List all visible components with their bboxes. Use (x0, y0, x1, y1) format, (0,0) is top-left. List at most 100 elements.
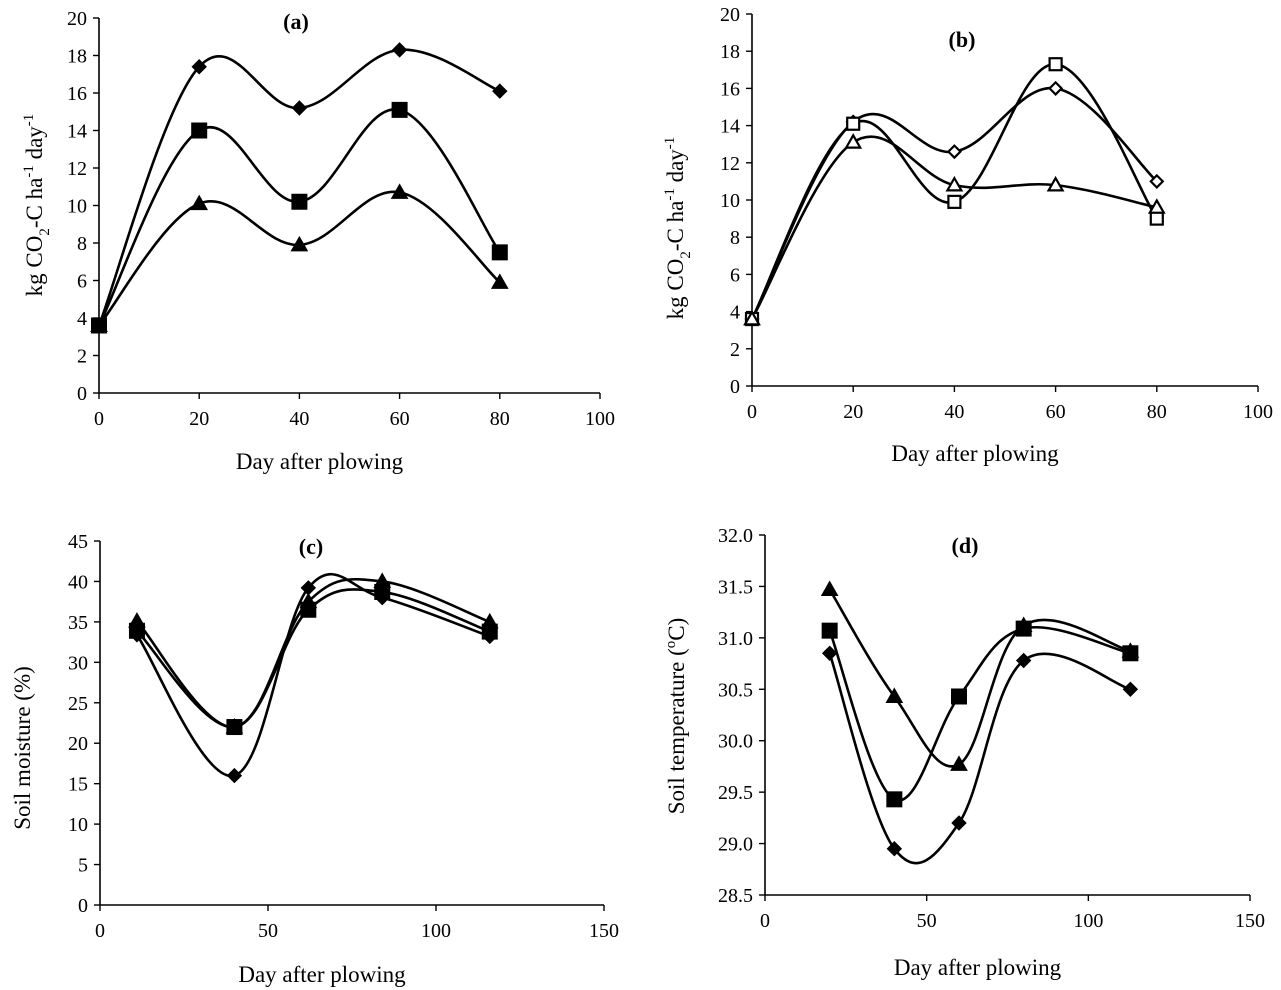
data-point-diamond (1015, 652, 1032, 669)
x-tick-label: 20 (189, 408, 209, 430)
y-tick-label: 14 (720, 116, 740, 138)
data-point-triangle (1014, 616, 1033, 633)
series-line-diamond (97, 48, 501, 326)
x-tick-label: 40 (944, 401, 964, 423)
data-point-triangle (225, 718, 244, 734)
y-tick-label: 8 (77, 233, 87, 255)
y-tick-label: 30 (68, 652, 88, 674)
x-tick-label: 0 (747, 401, 757, 423)
y-axis-label: kg CO2-C ha-1 day-1 (662, 137, 694, 320)
y-tick-label: 20 (67, 8, 87, 30)
x-axis-label: Day after plowing (238, 962, 406, 987)
data-point-diamond (492, 83, 508, 99)
x-tick-label: 80 (490, 408, 510, 430)
panel-title: (a) (283, 9, 309, 34)
y-tick-label: 4 (77, 308, 87, 330)
chart-panel-d: 28.5 29.0 29.5 30.0 30.5 31.0 31.5 32.0 0 50 100 15… (663, 525, 1265, 980)
panel-title: (c) (299, 534, 323, 559)
data-point-diamond (1122, 681, 1139, 697)
x-axis-label: Day after plowing (891, 441, 1059, 466)
data-point-square (1048, 57, 1063, 72)
y-tick-label: 2 (730, 339, 740, 361)
y-tick-label: 14 (67, 121, 87, 143)
x-axis-label: Day after plowing (894, 955, 1062, 980)
y-tick-label: 18 (67, 46, 87, 68)
x-tick-label: 60 (390, 408, 410, 430)
x-tick-label: 0 (95, 920, 105, 942)
series-line-triangle (97, 190, 501, 327)
y-tick-label: 6 (730, 264, 740, 286)
x-tick-label: 0 (94, 408, 104, 430)
data-point-triangle (128, 612, 146, 628)
data-point-diamond (946, 144, 962, 160)
chart-panel-b: 0 2 4 6 8 10 12 14 16 18 20 0 20 40 60 80 100 (b) Day afte… (662, 4, 1273, 466)
data-point-triangle (90, 316, 108, 332)
data-point-triangle (885, 687, 904, 703)
data-point-triangle (290, 235, 309, 252)
y-tick-label: 12 (720, 153, 740, 175)
data-point-diamond (821, 645, 838, 661)
y-tick-label: 4 (730, 302, 740, 324)
y-tick-label: 32.0 (718, 525, 753, 547)
x-tick-label: 20 (843, 401, 863, 423)
data-point-square (491, 244, 508, 261)
y-tick-label: 28.5 (718, 885, 753, 907)
y-axis-label: Soil moisture (%) (10, 666, 35, 830)
y-tick-label: 45 (68, 531, 88, 553)
data-point-diamond (951, 815, 967, 831)
x-tick-label: 50 (258, 920, 278, 942)
y-tick-label: 8 (730, 227, 740, 249)
data-point-triangle (1046, 175, 1065, 192)
series-line-triangle (136, 577, 491, 729)
series-line-square (136, 588, 491, 729)
data-point-triangle (390, 183, 409, 199)
y-tick-label: 20 (720, 4, 740, 26)
data-point-triangle (743, 309, 761, 326)
y-axis-label: Soil temperature (oC) (663, 618, 689, 815)
data-point-triangle (820, 580, 839, 597)
data-point-square (846, 116, 861, 131)
data-point-triangle (1121, 642, 1140, 658)
series-line-diamond (135, 573, 491, 777)
series-line-square (828, 626, 1131, 802)
y-tick-label: 10 (68, 814, 88, 836)
y-tick-label: 29.5 (718, 782, 753, 804)
data-point-triangle (490, 273, 509, 289)
panel-title: (d) (952, 533, 979, 558)
data-point-triangle (950, 755, 968, 771)
data-point-square (191, 122, 208, 139)
data-point-triangle (945, 175, 964, 192)
y-tick-label: 30.5 (718, 679, 753, 701)
x-axis-label: Day after plowing (236, 449, 404, 474)
chart-panel-a: 0 2 4 6 8 10 12 14 16 18 20 0 20 40 60 80 100 (a) Day afte… (21, 8, 615, 474)
y-tick-label: 40 (68, 571, 88, 593)
y-tick-label: 35 (68, 612, 88, 634)
y-tick-label: 20 (68, 733, 88, 755)
y-tick-label: 31.0 (718, 628, 753, 650)
y-tick-label: 2 (77, 346, 87, 368)
y-tick-label: 10 (720, 190, 740, 212)
x-tick-label: 80 (1147, 401, 1167, 423)
x-tick-label: 100 (1243, 401, 1273, 423)
x-tick-label: 40 (289, 408, 309, 430)
panel-title: (b) (949, 27, 976, 52)
data-point-triangle (480, 612, 499, 629)
data-point-square (291, 193, 308, 210)
y-tick-label: 5 (78, 855, 88, 877)
y-tick-label: 0 (730, 376, 740, 398)
x-tick-label: 150 (1235, 910, 1265, 932)
y-tick-label: 6 (77, 271, 87, 293)
data-point-square (886, 791, 903, 808)
y-tick-label: 16 (720, 78, 740, 100)
data-point-diamond (191, 59, 207, 75)
data-point-triangle (190, 194, 209, 211)
y-tick-label: 10 (67, 196, 87, 218)
data-point-triangle (299, 592, 318, 609)
data-point-diamond (886, 841, 903, 857)
data-point-triangle (844, 133, 863, 149)
data-point-square (821, 622, 838, 639)
data-point-diamond (1149, 173, 1165, 189)
y-axis-label: kg CO2-C ha-1 day-1 (21, 114, 53, 297)
x-tick-label: 100 (585, 408, 615, 430)
series-line-triangle (828, 588, 1131, 768)
